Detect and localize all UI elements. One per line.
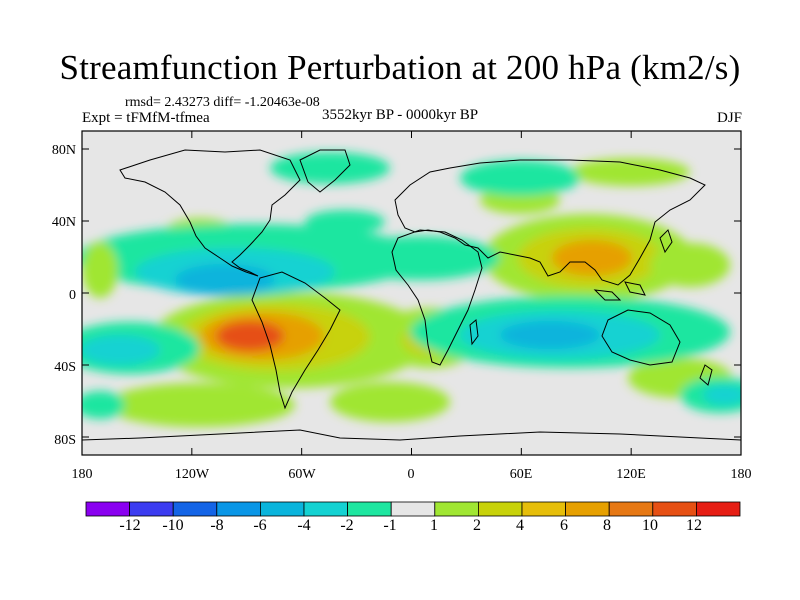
- period-label: 3552kyr BP - 0000kyr BP: [322, 107, 479, 123]
- colorbar-box: [85, 501, 130, 517]
- colorbar-label: -6: [253, 517, 267, 534]
- lat-label-40n: 40N: [51, 215, 76, 230]
- contour-field: [82, 149, 741, 441]
- colorbar-label: 1: [430, 517, 438, 534]
- colorbar-box: [477, 501, 523, 517]
- colorbar-box: [390, 501, 436, 517]
- lat-label-eq: 0: [69, 288, 76, 303]
- coastlines: [82, 149, 741, 441]
- colorbar-label: 4: [516, 517, 524, 534]
- colorbar-box: [696, 501, 741, 517]
- lon-label-60e: 60E: [509, 467, 533, 482]
- colorbar-box: [303, 501, 348, 517]
- colorbar-box: [521, 501, 566, 517]
- colorbar-box: [608, 501, 654, 517]
- colorbar-box: [565, 501, 610, 517]
- season-label: DJF: [716, 110, 742, 126]
- colorbar-label: 2: [473, 517, 481, 534]
- colorbar-label: -2: [340, 517, 354, 534]
- colorbar-box: [434, 501, 479, 517]
- lon-label-180e: 180: [730, 467, 752, 482]
- colorbar-label: 8: [603, 517, 611, 534]
- colorbar-label: -8: [210, 517, 224, 534]
- colorbar-box: [652, 501, 697, 517]
- colorbar-box: [172, 501, 218, 517]
- colorbar-label: -4: [297, 517, 311, 534]
- lon-label-120w: 120W: [174, 467, 210, 482]
- colorbar-box: [259, 501, 305, 517]
- plot-title: Streamfunction Perturbation at 200 hPa (…: [59, 48, 741, 87]
- colorbar-label: 12: [686, 517, 702, 534]
- lat-label-80s: 80S: [54, 433, 76, 448]
- lon-label-60w: 60W: [288, 467, 316, 482]
- colorbar-label: 6: [560, 517, 568, 534]
- stats-text: rmsd= 2.43273 diff= -1.20463e-08: [125, 95, 320, 110]
- colorbar-label: -12: [119, 517, 141, 534]
- colorbar-box: [129, 501, 174, 517]
- lat-label-80n: 80N: [51, 143, 76, 158]
- axis-ticks: [81, 131, 742, 455]
- lat-label-40s: 40S: [54, 360, 76, 375]
- colorbar-label: -1: [383, 517, 397, 534]
- lon-label-180w: 180: [71, 467, 93, 482]
- colorbar-box: [347, 501, 392, 517]
- colorbar-label: -10: [162, 517, 184, 534]
- lon-label-0: 0: [407, 467, 415, 482]
- lon-label-120e: 120E: [616, 467, 646, 482]
- colorbar-label: 10: [642, 517, 658, 534]
- colorbar-box: [216, 501, 261, 517]
- experiment-label: Expt = tFMfM-tfmea: [82, 110, 210, 126]
